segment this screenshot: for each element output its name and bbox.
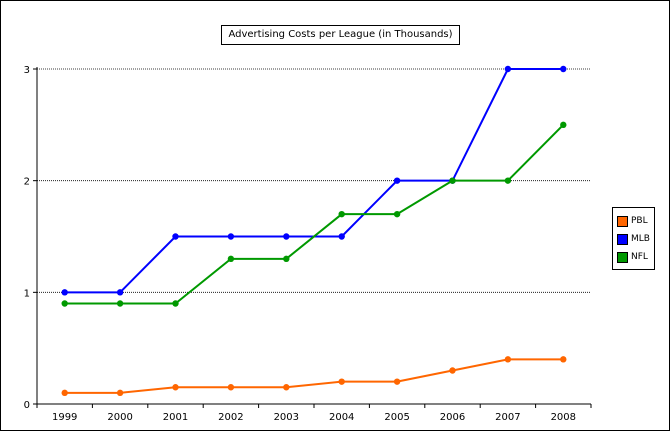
series-line-nfl xyxy=(64,124,565,305)
data-point-nfl xyxy=(116,300,124,307)
data-point-mlb xyxy=(560,65,567,73)
legend-swatch-nfl xyxy=(617,251,628,263)
axes: 0 1 2 3 1999 2000 2001 2002 2003 2004 2005 2006 2007… xyxy=(24,65,592,423)
legend-item-pbl: PBL xyxy=(617,212,654,230)
data-point-pbl xyxy=(116,389,124,397)
data-point-pbl xyxy=(338,378,345,385)
y-tick-label: 3 xyxy=(24,65,30,76)
data-point-nfl xyxy=(393,210,401,218)
legend-item-nfl: NFL xyxy=(617,248,654,266)
data-point-mlb xyxy=(338,233,345,240)
legend-swatch-pbl xyxy=(617,215,628,227)
data-point-mlb xyxy=(61,289,68,296)
data-point-mlb xyxy=(227,233,235,240)
series-lines xyxy=(61,65,567,397)
x-tick-label: 1999 xyxy=(52,412,77,423)
data-point-nfl xyxy=(61,300,68,307)
y-tick-label: 0 xyxy=(24,400,30,411)
x-tick-label: 2004 xyxy=(329,412,354,423)
data-point-pbl xyxy=(393,378,401,385)
data-point-nfl xyxy=(227,255,235,263)
data-point-pbl xyxy=(172,384,179,391)
x-tick-label: 2003 xyxy=(274,412,299,423)
data-point-pbl xyxy=(283,384,290,391)
data-point-nfl xyxy=(283,255,290,263)
data-point-mlb xyxy=(504,65,512,73)
data-point-mlb xyxy=(116,289,124,296)
data-point-pbl xyxy=(61,389,68,397)
x-tick-label: 2007 xyxy=(495,412,520,423)
data-point-nfl xyxy=(560,121,567,129)
legend-label-mlb: MLB xyxy=(631,234,650,244)
legend: PBL MLB NFL xyxy=(612,207,655,270)
data-point-mlb xyxy=(283,233,290,240)
legend-item-mlb: MLB xyxy=(617,230,654,248)
chart-title: Advertising Costs per League (in Thousan… xyxy=(221,25,460,45)
y-tick-label: 1 xyxy=(24,288,30,299)
data-point-nfl xyxy=(338,210,345,218)
x-tick-label: 2001 xyxy=(163,412,188,423)
data-point-nfl xyxy=(172,300,179,307)
data-point-mlb xyxy=(393,177,401,184)
x-tick-label: 2002 xyxy=(218,412,243,423)
legend-label-nfl: NFL xyxy=(631,252,648,262)
y-tick-label: 2 xyxy=(24,177,30,188)
x-tick-label: 2000 xyxy=(107,412,132,423)
x-tick-label: 2005 xyxy=(384,412,409,423)
data-point-nfl xyxy=(449,177,456,184)
data-point-mlb xyxy=(172,233,179,240)
data-point-pbl xyxy=(227,384,235,391)
legend-swatch-mlb xyxy=(617,233,628,245)
x-tick-label: 2006 xyxy=(440,412,465,423)
data-point-pbl xyxy=(504,356,512,363)
data-point-nfl xyxy=(504,177,512,184)
data-point-pbl xyxy=(560,356,567,363)
grid-lines xyxy=(37,68,591,293)
x-tick-label: 2008 xyxy=(551,412,576,423)
legend-label-pbl: PBL xyxy=(631,216,648,226)
data-point-pbl xyxy=(449,367,456,374)
series-line-pbl xyxy=(64,358,564,394)
